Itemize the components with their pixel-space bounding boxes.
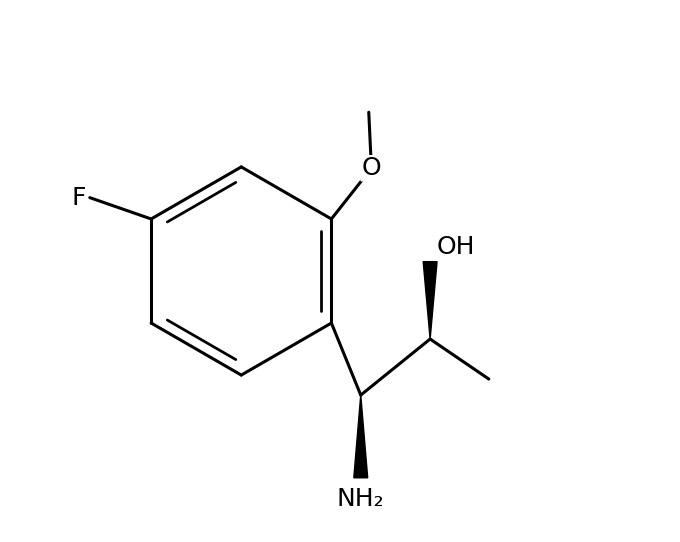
Text: F: F xyxy=(71,185,86,210)
Text: O: O xyxy=(362,156,381,180)
Text: OH: OH xyxy=(437,235,475,259)
Polygon shape xyxy=(354,395,368,478)
Polygon shape xyxy=(423,262,437,339)
Text: NH₂: NH₂ xyxy=(337,487,385,512)
